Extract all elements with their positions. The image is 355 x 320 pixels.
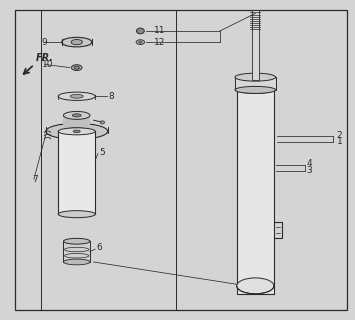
Ellipse shape — [100, 121, 104, 124]
Ellipse shape — [235, 86, 275, 93]
Bar — [62, 38, 92, 47]
Text: 4: 4 — [307, 159, 312, 168]
Text: 10: 10 — [42, 60, 54, 69]
Ellipse shape — [58, 211, 95, 218]
Ellipse shape — [136, 28, 144, 34]
Text: 5: 5 — [99, 148, 105, 157]
Text: 7: 7 — [32, 175, 38, 184]
Ellipse shape — [71, 39, 82, 45]
Ellipse shape — [237, 86, 274, 93]
Bar — [64, 116, 90, 131]
Text: 2: 2 — [337, 131, 342, 140]
Ellipse shape — [62, 37, 92, 47]
Ellipse shape — [74, 66, 80, 69]
Bar — [64, 241, 90, 262]
Text: 12: 12 — [153, 38, 165, 47]
Ellipse shape — [64, 259, 90, 265]
Bar — [252, 10, 259, 80]
Text: 8: 8 — [109, 92, 114, 101]
Ellipse shape — [70, 94, 83, 98]
Text: 9: 9 — [42, 38, 48, 47]
Text: 11: 11 — [153, 26, 165, 35]
Ellipse shape — [64, 111, 90, 119]
Text: 6: 6 — [96, 243, 102, 252]
Bar — [237, 90, 274, 294]
Ellipse shape — [64, 128, 90, 135]
Ellipse shape — [71, 65, 82, 70]
Text: 1: 1 — [337, 137, 342, 146]
Ellipse shape — [64, 238, 90, 244]
Ellipse shape — [73, 130, 80, 132]
Ellipse shape — [235, 73, 275, 81]
Ellipse shape — [237, 278, 274, 294]
Ellipse shape — [72, 114, 81, 117]
Ellipse shape — [58, 92, 95, 100]
Bar — [42, 10, 176, 310]
Ellipse shape — [138, 41, 142, 43]
Bar — [58, 131, 95, 214]
Text: FR.: FR. — [36, 53, 53, 63]
Ellipse shape — [46, 123, 108, 139]
Ellipse shape — [136, 40, 144, 44]
Text: 3: 3 — [307, 166, 312, 175]
Bar — [235, 77, 275, 90]
Ellipse shape — [58, 128, 95, 135]
